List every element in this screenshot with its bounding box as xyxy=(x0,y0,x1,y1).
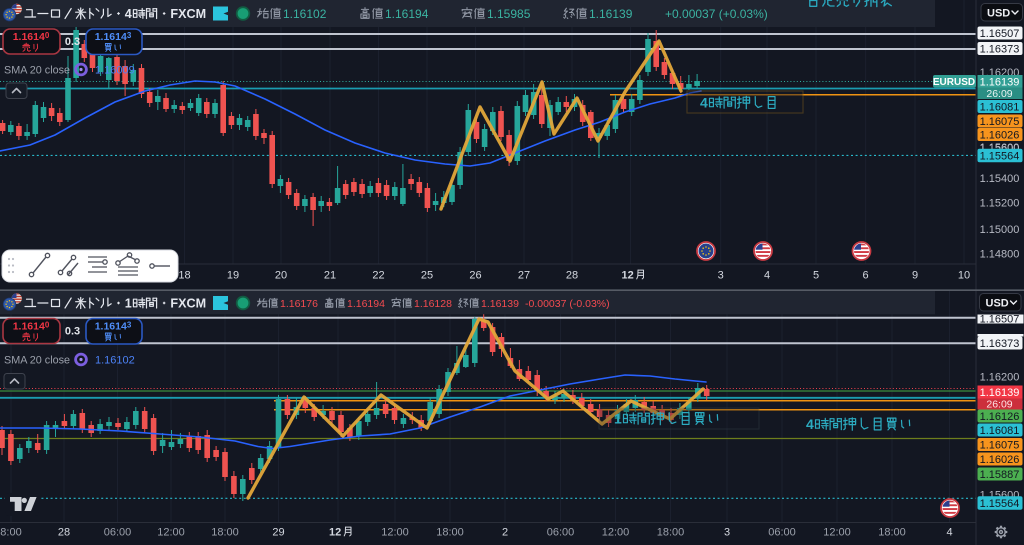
svg-text:29: 29 xyxy=(272,527,284,539)
svg-text:FXCM: FXCM xyxy=(170,297,206,311)
svg-text:1.16176: 1.16176 xyxy=(280,298,318,310)
svg-text:10: 10 xyxy=(958,270,970,282)
svg-text:1.16128: 1.16128 xyxy=(414,298,452,310)
svg-text:5: 5 xyxy=(813,270,819,282)
svg-text:18:00: 18:00 xyxy=(657,527,685,539)
svg-text:06:00: 06:00 xyxy=(547,527,575,539)
svg-text:1.16139: 1.16139 xyxy=(980,387,1020,399)
svg-text:USD: USD xyxy=(987,8,1010,20)
svg-text:1.15887: 1.15887 xyxy=(980,469,1020,481)
svg-text:SMA 20 close: SMA 20 close xyxy=(4,64,70,76)
svg-text:1.15400: 1.15400 xyxy=(980,173,1020,185)
svg-text:12: 12 xyxy=(329,527,341,539)
svg-text:21: 21 xyxy=(324,270,336,282)
svg-text:4: 4 xyxy=(764,270,770,282)
svg-text:1.16143: 1.16143 xyxy=(95,321,132,333)
svg-text:1.16507: 1.16507 xyxy=(980,28,1020,40)
svg-text:SMA 20 close: SMA 20 close xyxy=(4,354,70,366)
svg-text:1: 1 xyxy=(614,411,622,427)
svg-text:20: 20 xyxy=(275,270,287,282)
svg-text:1.16194: 1.16194 xyxy=(347,298,385,310)
svg-text:1.16139: 1.16139 xyxy=(980,77,1020,89)
svg-text:1.16081: 1.16081 xyxy=(980,102,1020,114)
svg-text:19: 19 xyxy=(227,270,239,282)
svg-text:1.15000: 1.15000 xyxy=(980,224,1020,236)
svg-text:12:00: 12:00 xyxy=(602,527,630,539)
svg-text:1.16140: 1.16140 xyxy=(13,31,50,43)
svg-text:-0.00037 (-0.03%): -0.00037 (-0.03%) xyxy=(525,298,610,310)
svg-text:1.16026: 1.16026 xyxy=(980,454,1020,466)
svg-text:4: 4 xyxy=(700,95,708,111)
svg-text:1: 1 xyxy=(125,297,132,311)
svg-text:1.16139: 1.16139 xyxy=(589,7,633,21)
svg-text:25: 25 xyxy=(421,270,433,282)
svg-text:8:00: 8:00 xyxy=(0,527,21,539)
svg-text:12:00: 12:00 xyxy=(381,527,409,539)
svg-text:1.16009: 1.16009 xyxy=(95,64,135,76)
svg-text:12:00: 12:00 xyxy=(157,527,185,539)
svg-text:1.16026: 1.16026 xyxy=(980,130,1020,142)
svg-text:1.16102: 1.16102 xyxy=(95,354,135,366)
svg-text:12: 12 xyxy=(622,270,634,282)
svg-text:18: 18 xyxy=(178,270,190,282)
svg-text:1.16075: 1.16075 xyxy=(980,440,1020,452)
svg-text:26:09: 26:09 xyxy=(986,399,1012,411)
svg-text:4: 4 xyxy=(806,416,814,432)
svg-text:1.16139: 1.16139 xyxy=(481,298,519,310)
svg-text:26: 26 xyxy=(469,270,481,282)
svg-text:06:00: 06:00 xyxy=(768,527,796,539)
svg-text:2: 2 xyxy=(502,527,508,539)
svg-text:27: 27 xyxy=(518,270,530,282)
svg-text:4: 4 xyxy=(946,527,952,539)
svg-text:0.3: 0.3 xyxy=(65,326,80,338)
svg-text:9: 9 xyxy=(912,270,918,282)
svg-text:3: 3 xyxy=(718,270,724,282)
svg-text:1.16373: 1.16373 xyxy=(980,338,1020,350)
svg-text:12:00: 12:00 xyxy=(823,527,851,539)
svg-text:+0.00037 (+0.03%): +0.00037 (+0.03%) xyxy=(665,7,768,21)
svg-text:1.16081: 1.16081 xyxy=(980,425,1020,437)
svg-text:1.16126: 1.16126 xyxy=(980,411,1020,423)
svg-text:3: 3 xyxy=(724,527,730,539)
svg-text:USD: USD xyxy=(986,298,1009,310)
svg-text:1.15564: 1.15564 xyxy=(980,498,1020,510)
svg-text:1.14800: 1.14800 xyxy=(980,249,1020,261)
svg-text:1.15985: 1.15985 xyxy=(487,7,531,21)
svg-text:1.16143: 1.16143 xyxy=(95,31,132,43)
svg-text:1.15564: 1.15564 xyxy=(980,151,1020,163)
svg-text:06:00: 06:00 xyxy=(104,527,132,539)
svg-text:18:00: 18:00 xyxy=(878,527,906,539)
svg-text:28: 28 xyxy=(566,270,578,282)
svg-text:1.16140: 1.16140 xyxy=(13,321,50,333)
svg-text:28: 28 xyxy=(58,527,70,539)
svg-text:0.3: 0.3 xyxy=(65,36,80,48)
svg-text:4: 4 xyxy=(125,7,132,21)
svg-text:6: 6 xyxy=(863,270,869,282)
svg-text:FXCM: FXCM xyxy=(170,7,206,21)
svg-text:1.16507: 1.16507 xyxy=(980,314,1020,326)
svg-text:18:00: 18:00 xyxy=(436,527,464,539)
svg-text:18:00: 18:00 xyxy=(211,527,239,539)
svg-text:1.16200: 1.16200 xyxy=(980,372,1020,384)
svg-text:1.16102: 1.16102 xyxy=(283,7,327,21)
svg-text:1.16194: 1.16194 xyxy=(385,7,429,21)
svg-text:26:09: 26:09 xyxy=(986,88,1012,100)
svg-text:1.16075: 1.16075 xyxy=(980,116,1020,128)
svg-text:EURUSD: EURUSD xyxy=(933,77,975,88)
svg-text:1.16373: 1.16373 xyxy=(980,44,1020,56)
svg-text:1.15200: 1.15200 xyxy=(980,198,1020,210)
svg-text:22: 22 xyxy=(372,270,384,282)
